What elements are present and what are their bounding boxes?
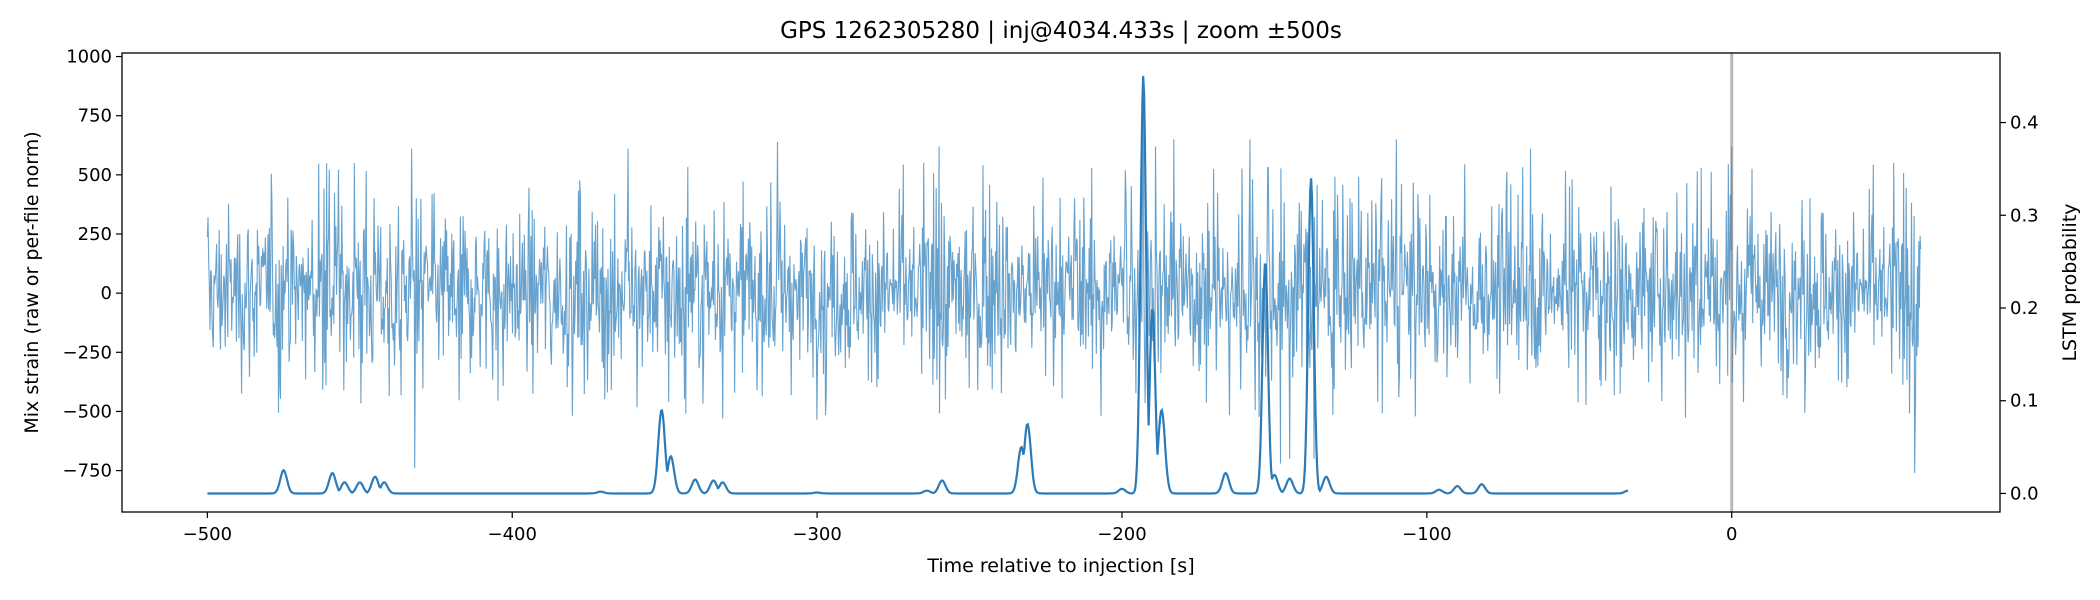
x-tick-label: −300 — [792, 524, 841, 545]
strain-series-line — [206, 75, 1922, 474]
y-tick-label: −250 — [63, 342, 112, 363]
chart-title: GPS 1262305280 | inj@4034.433s | zoom ±5… — [780, 18, 1342, 44]
y-tick-label: −750 — [63, 461, 112, 482]
x-tick-label: −200 — [1097, 524, 1146, 545]
lstm-probability-line — [207, 76, 1629, 495]
y-axis-left: 1000 750 500 250 0 −250 −500 −750 — [63, 47, 122, 482]
y-tick-label: 0 — [101, 283, 112, 304]
x-tick-label: 0 — [1726, 524, 1737, 545]
y2-tick-label: 0.1 — [2010, 391, 2039, 412]
x-axis: −500 −400 −300 −200 −100 0 — [183, 512, 1737, 545]
y-tick-label: 1000 — [66, 47, 112, 68]
x-tick-label: −400 — [488, 524, 537, 545]
y2-tick-label: 0.2 — [2010, 298, 2039, 319]
y-tick-label: 250 — [78, 224, 112, 245]
y2-tick-label: 0.3 — [2010, 205, 2039, 226]
plot-frame — [121, 52, 2001, 513]
y-tick-label: −500 — [63, 401, 112, 422]
x-tick-label: −100 — [1402, 524, 1451, 545]
y-axis-right: 0.4 0.3 0.2 0.1 0.0 — [2000, 113, 2039, 504]
y-tick-label: 500 — [78, 165, 112, 186]
y-axis-label: Mix strain (raw or per-file norm) — [21, 131, 43, 433]
y2-tick-label: 0.0 — [2010, 483, 2039, 504]
x-axis-label: Time relative to injection [s] — [926, 555, 1194, 577]
plot-area — [121, 52, 2001, 513]
y2-tick-label: 0.4 — [2010, 113, 2039, 134]
y-tick-label: 750 — [78, 106, 112, 127]
x-tick-label: −500 — [183, 524, 232, 545]
y2-axis-label: LSTM probability — [2059, 203, 2081, 361]
